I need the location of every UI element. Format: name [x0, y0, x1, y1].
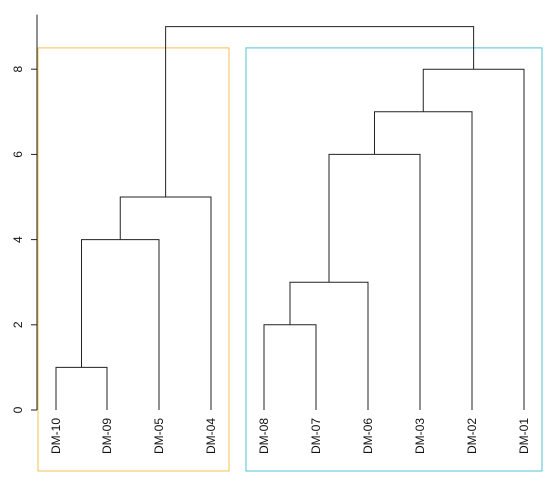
leaf-label: DM-07 — [309, 418, 323, 454]
leaf-label: DM-04 — [204, 418, 218, 454]
y-axis: 0 2 4 6 8 — [11, 14, 38, 413]
leaf-label: DM-02 — [465, 418, 479, 454]
merge-branch-9 — [165, 26, 475, 197]
cluster-box-2 — [245, 47, 543, 472]
leaf-labels: DM-10 DM-09 DM-05 DM-04 DM-08 DM-07 DM-06 DM-03… — [49, 418, 531, 454]
y-tick-label: 4 — [11, 236, 25, 243]
leaf-label: DM-08 — [257, 418, 271, 454]
leaf-label: DM-10 — [49, 418, 63, 454]
leaf-label: DM-09 — [100, 418, 114, 454]
leaf-label: DM-01 — [517, 418, 531, 454]
cluster-boxes — [37, 47, 543, 472]
merge-branch-8 — [422, 68, 525, 410]
y-tick-label: 8 — [11, 66, 25, 73]
merge-branch-3 — [289, 281, 369, 410]
cluster-box-1 — [37, 47, 230, 472]
y-tick-label: 2 — [11, 321, 25, 328]
merge-branch-1 — [55, 366, 108, 410]
merge-branch-5 — [119, 196, 212, 410]
y-tick-label: 6 — [11, 151, 25, 158]
merge-branch-4 — [81, 239, 160, 410]
leaf-label: DM-03 — [413, 418, 427, 454]
y-tick-label: 0 — [11, 406, 25, 413]
merge-branch-7 — [374, 111, 473, 410]
leaf-label: DM-06 — [361, 418, 375, 454]
dendrogram-branches — [55, 26, 525, 410]
merge-branch-2 — [263, 324, 317, 410]
leaf-label: DM-05 — [152, 418, 166, 454]
